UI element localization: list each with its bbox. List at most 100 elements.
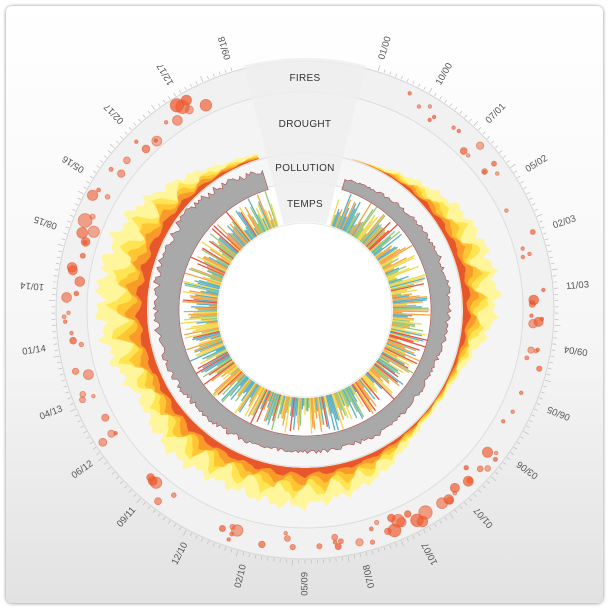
temp-bar: [389, 333, 414, 343]
tick-mark: [377, 65, 381, 72]
fire-bubble: [117, 169, 126, 178]
tick-mark: [218, 545, 221, 549]
fire-bubble: [527, 346, 535, 354]
temp-bar: [279, 394, 284, 406]
date-tick-label: 12/10: [170, 541, 191, 567]
temp-bar: [348, 224, 356, 235]
temp-bar: [391, 289, 408, 295]
temp-bar: [319, 396, 324, 410]
temp-bar: [386, 265, 419, 280]
temp-bar: [216, 360, 234, 374]
temp-bar: [352, 221, 364, 237]
temp-bar: [250, 384, 260, 398]
temp-bar: [391, 323, 411, 328]
temp-bar: [310, 397, 314, 428]
temp-bar: [343, 208, 356, 232]
date-tick-label: 06/12: [70, 458, 96, 481]
fire-bubble: [258, 540, 266, 549]
temp-bar: [256, 194, 273, 229]
tick-mark: [417, 532, 421, 537]
temp-bar: [216, 356, 232, 367]
temp-bar: [313, 397, 318, 419]
fire-bubble: [331, 533, 339, 541]
temp-bar: [389, 273, 427, 286]
temp-bar: [390, 329, 411, 336]
temp-bar: [295, 397, 299, 416]
fire-bubble: [369, 539, 376, 545]
temp-bar: [211, 362, 236, 382]
temp-bar: [350, 384, 357, 393]
temp-bar: [349, 223, 358, 235]
fire-bubble: [495, 171, 500, 176]
temp-bar: [392, 297, 428, 303]
tick-mark: [212, 73, 215, 78]
temp-bar: [392, 304, 417, 308]
temp-bar: [385, 345, 421, 362]
temp-bar: [286, 396, 291, 413]
tick-mark: [550, 262, 555, 265]
tick-mark: [389, 545, 392, 549]
tick-mark: [173, 92, 176, 97]
temp-bar: [230, 242, 241, 252]
temp-bar: [221, 375, 247, 403]
ring-label-fires: FIRES: [290, 73, 321, 84]
tick-mark: [454, 509, 458, 514]
tick-mark: [510, 452, 514, 455]
tick-mark: [417, 83, 421, 88]
temp-bar: [183, 280, 220, 291]
tick-mark: [61, 379, 66, 382]
temp-bar: [190, 267, 223, 281]
temp-bar: [206, 265, 225, 275]
temp-bar: [340, 216, 348, 230]
temp-bar: [284, 396, 292, 433]
temp-bar: [353, 209, 374, 238]
tick-mark: [201, 538, 204, 542]
temp-bar: [373, 364, 400, 387]
temp-bar: [257, 204, 270, 230]
temp-bar: [267, 393, 279, 425]
tick-mark: [544, 238, 549, 241]
temp-bar: [219, 236, 239, 254]
temp-bar: [190, 314, 218, 317]
fire-bubble: [218, 525, 226, 533]
temp-bar: [200, 290, 219, 296]
temp-bar: [387, 339, 417, 352]
tick-mark: [53, 355, 60, 358]
temp-bar: [196, 319, 218, 324]
temp-bar: [271, 393, 280, 416]
temp-bar: [206, 321, 218, 325]
date-tick-label: 03/06: [515, 458, 541, 481]
tick-mark: [267, 557, 269, 561]
tick-mark: [551, 268, 558, 271]
tick-mark: [89, 441, 93, 445]
fire-bubble: [101, 413, 110, 422]
temp-bar: [279, 395, 286, 415]
temp-bar: [200, 317, 218, 321]
temp-bar: [199, 338, 223, 348]
temp-bar: [323, 395, 327, 407]
tick-mark: [230, 67, 233, 72]
temp-bar: [250, 388, 266, 416]
tick-mark: [523, 186, 527, 189]
temp-bar: [389, 276, 425, 288]
tick-mark: [544, 379, 551, 383]
temp-bar: [357, 379, 365, 388]
temp-bar: [378, 357, 399, 372]
temp-bar: [236, 373, 245, 382]
temp-bar: [350, 202, 372, 236]
fire-bubble: [229, 523, 236, 530]
fire-bubble: [82, 240, 88, 246]
temp-bar: [391, 287, 412, 293]
tick-mark: [184, 86, 187, 91]
temp-bar: [325, 395, 336, 431]
fire-bubble: [71, 367, 80, 375]
temp-bar: [392, 310, 429, 313]
tick-mark: [395, 542, 398, 547]
temp-bar: [326, 394, 333, 414]
temp-bar: [354, 381, 376, 412]
temp-bar: [231, 221, 250, 243]
tick-mark: [115, 140, 119, 144]
temp-bar: [201, 354, 230, 373]
temp-bar: [362, 224, 380, 245]
tick-mark: [200, 76, 204, 82]
